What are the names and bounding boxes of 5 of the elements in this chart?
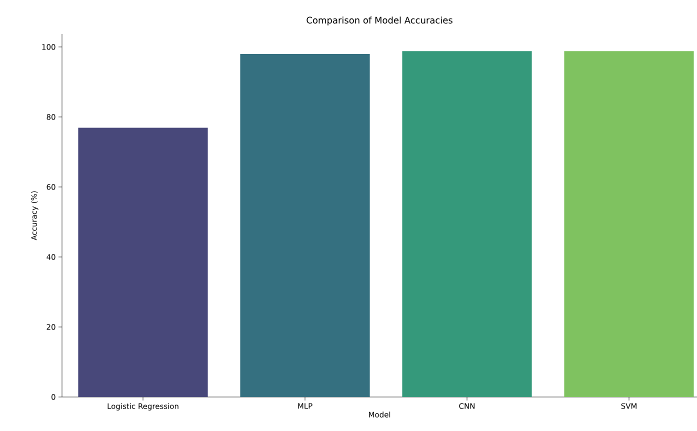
bar	[240, 54, 370, 397]
bar	[78, 128, 208, 397]
bar	[564, 51, 694, 397]
chart-title: Comparison of Model Accuracies	[306, 16, 452, 26]
bar	[402, 51, 532, 397]
